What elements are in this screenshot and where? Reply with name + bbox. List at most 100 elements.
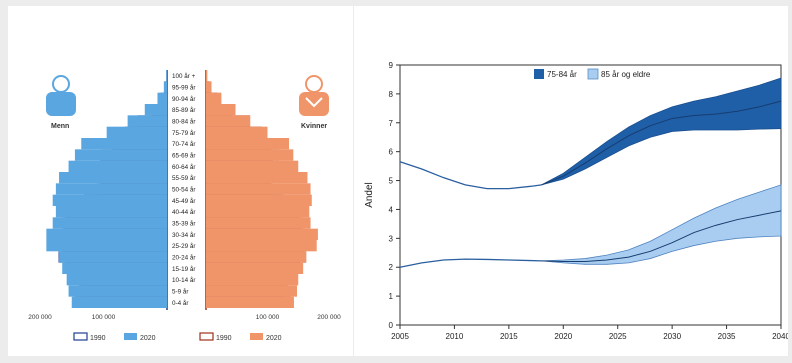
bar-female-2020-16 bbox=[206, 115, 251, 127]
bar-male-2020-14 bbox=[81, 138, 167, 150]
age-label: 70-74 år bbox=[172, 140, 195, 148]
legend-swatch-75-84 bbox=[534, 69, 544, 79]
pyramid-legend-female: 1990 2020 bbox=[199, 332, 282, 342]
x-tick-label: 2020 bbox=[554, 332, 572, 341]
legend-label-75-84: 75-84 år bbox=[547, 70, 577, 79]
male-label: Menn bbox=[51, 123, 69, 130]
age-label: 40-44 år bbox=[172, 208, 195, 216]
bar-female-2020-19 bbox=[206, 81, 212, 93]
y-tick-label: 5 bbox=[389, 177, 394, 186]
bar-female-2020-6 bbox=[206, 228, 318, 240]
age-label: 60-64 år bbox=[172, 163, 195, 171]
historical-line-1 bbox=[399, 258, 542, 268]
age-label: 75-79 år bbox=[172, 129, 195, 137]
age-label: 5-9 år bbox=[172, 288, 188, 296]
projection-band-1 bbox=[541, 184, 782, 265]
bar-female-2020-1 bbox=[206, 285, 298, 297]
bar-female-2020-7 bbox=[206, 217, 311, 229]
age-label: 90-94 år bbox=[172, 95, 195, 103]
bar-male-2020-2 bbox=[66, 274, 167, 286]
y-tick-label: 0 bbox=[389, 321, 394, 330]
bar-male-2020-13 bbox=[74, 149, 167, 161]
x-tick-label: 100 000 bbox=[92, 314, 116, 321]
historical-line-0 bbox=[399, 161, 542, 190]
bar-male-2020-4 bbox=[59, 251, 167, 263]
bar-male-2020-0 bbox=[71, 296, 167, 308]
share-projection-chart: 0 1 2 3 4 5 6 7 8 9 2005 2010 2015 2020 2025 2030 2035 20… bbox=[364, 61, 788, 341]
bar-female-2020-0 bbox=[206, 296, 294, 308]
y-tick-label: 8 bbox=[389, 90, 394, 99]
age-label: 15-19 år bbox=[172, 265, 195, 273]
bar-male-2020-6 bbox=[46, 228, 167, 240]
age-label: 10-14 år bbox=[172, 276, 195, 284]
x-tick-label: 2035 bbox=[718, 332, 736, 341]
bar-male-2020-17 bbox=[144, 104, 167, 116]
legend-swatch-male-2020 bbox=[124, 333, 137, 340]
y-tick-label: 2 bbox=[389, 263, 394, 272]
x-tick-label: 200 000 bbox=[28, 314, 52, 321]
bar-female-2020-3 bbox=[206, 262, 304, 274]
female-person-icon bbox=[299, 75, 329, 116]
bar-male-2020-15 bbox=[106, 126, 167, 138]
bar-male-2020-20 bbox=[166, 70, 167, 82]
x-tick-label: 2030 bbox=[663, 332, 681, 341]
population-pyramid-panel: Menn Kvinner 0-4 år 5-9 år 10-14 år 15-19 å… bbox=[8, 6, 353, 356]
x-tick-label: 200 000 bbox=[317, 314, 341, 321]
age-label: 0-4 år bbox=[172, 299, 188, 307]
bar-female-2020-4 bbox=[206, 251, 307, 263]
bar-female-2020-5 bbox=[206, 240, 317, 252]
bar-male-2020-18 bbox=[157, 92, 167, 104]
y-tick-label: 9 bbox=[389, 61, 394, 70]
y-tick-label: 6 bbox=[389, 148, 394, 157]
bar-female-2020-18 bbox=[206, 92, 222, 104]
bar-male-2020-9 bbox=[52, 194, 168, 206]
bar-male-2020-7 bbox=[52, 217, 168, 229]
age-label: 20-24 år bbox=[172, 254, 195, 262]
age-label: 55-59 år bbox=[172, 174, 195, 182]
legend-label-male-1990: 1990 bbox=[90, 335, 106, 342]
age-label: 30-34 år bbox=[172, 231, 195, 239]
x-tick-label: 2005 bbox=[391, 332, 409, 341]
age-label: 95-99 år bbox=[172, 84, 195, 92]
bar-female-2020-9 bbox=[206, 194, 312, 206]
legend-label-female-2020: 2020 bbox=[266, 335, 282, 342]
legend-swatch-male-1990 bbox=[73, 332, 88, 341]
x-tick-label: 2025 bbox=[609, 332, 627, 341]
legend-swatch-female-2020 bbox=[250, 333, 263, 340]
bar-male-2020-19 bbox=[163, 81, 167, 93]
x-tick-label: 2015 bbox=[500, 332, 518, 341]
bar-female-2020-8 bbox=[206, 206, 310, 218]
bar-female-2020-15 bbox=[206, 126, 268, 138]
male-person-icon bbox=[46, 75, 76, 116]
y-tick-label: 4 bbox=[389, 205, 394, 214]
bar-female-2020-13 bbox=[206, 149, 294, 161]
legend-swatch-85-plus bbox=[587, 68, 599, 80]
bar-female-2020-10 bbox=[206, 183, 311, 195]
age-label: 35-39 år bbox=[172, 220, 195, 228]
legend-label-85-plus: 85 år og eldre bbox=[601, 70, 651, 79]
bar-male-2020-5 bbox=[46, 240, 167, 252]
age-label: 80-84 år bbox=[172, 118, 195, 126]
projection-legend: 75-84 år 85 år og eldre bbox=[534, 68, 651, 80]
age-label: 65-69 år bbox=[172, 152, 195, 160]
legend-swatch-female-1990 bbox=[199, 332, 214, 341]
bar-male-2020-10 bbox=[55, 183, 167, 195]
female-label: Kvinner bbox=[301, 123, 327, 130]
age-label: 25-29 år bbox=[172, 242, 195, 250]
bar-female-2020-17 bbox=[206, 104, 236, 116]
y-tick-label: 3 bbox=[389, 234, 394, 243]
y-tick-label: 7 bbox=[389, 119, 394, 128]
bar-male-2020-1 bbox=[68, 285, 167, 297]
x-tick-label: 2010 bbox=[446, 332, 464, 341]
x-tick-label: 100 000 bbox=[256, 314, 280, 321]
bar-male-2020-12 bbox=[68, 160, 167, 172]
bar-female-2020-2 bbox=[206, 274, 299, 286]
bar-male-2020-16 bbox=[127, 115, 167, 127]
bar-male-2020-11 bbox=[59, 172, 167, 184]
age-label: 50-54 år bbox=[172, 186, 195, 194]
age-label: 85-89 år bbox=[172, 106, 195, 114]
bar-female-2020-11 bbox=[206, 172, 308, 184]
y-tick-label: 1 bbox=[389, 292, 394, 301]
bar-male-2020-8 bbox=[55, 206, 167, 218]
share-projection-panel: 0 1 2 3 4 5 6 7 8 9 2005 2010 2015 2020 2025 2030 2035 20… bbox=[354, 6, 788, 356]
